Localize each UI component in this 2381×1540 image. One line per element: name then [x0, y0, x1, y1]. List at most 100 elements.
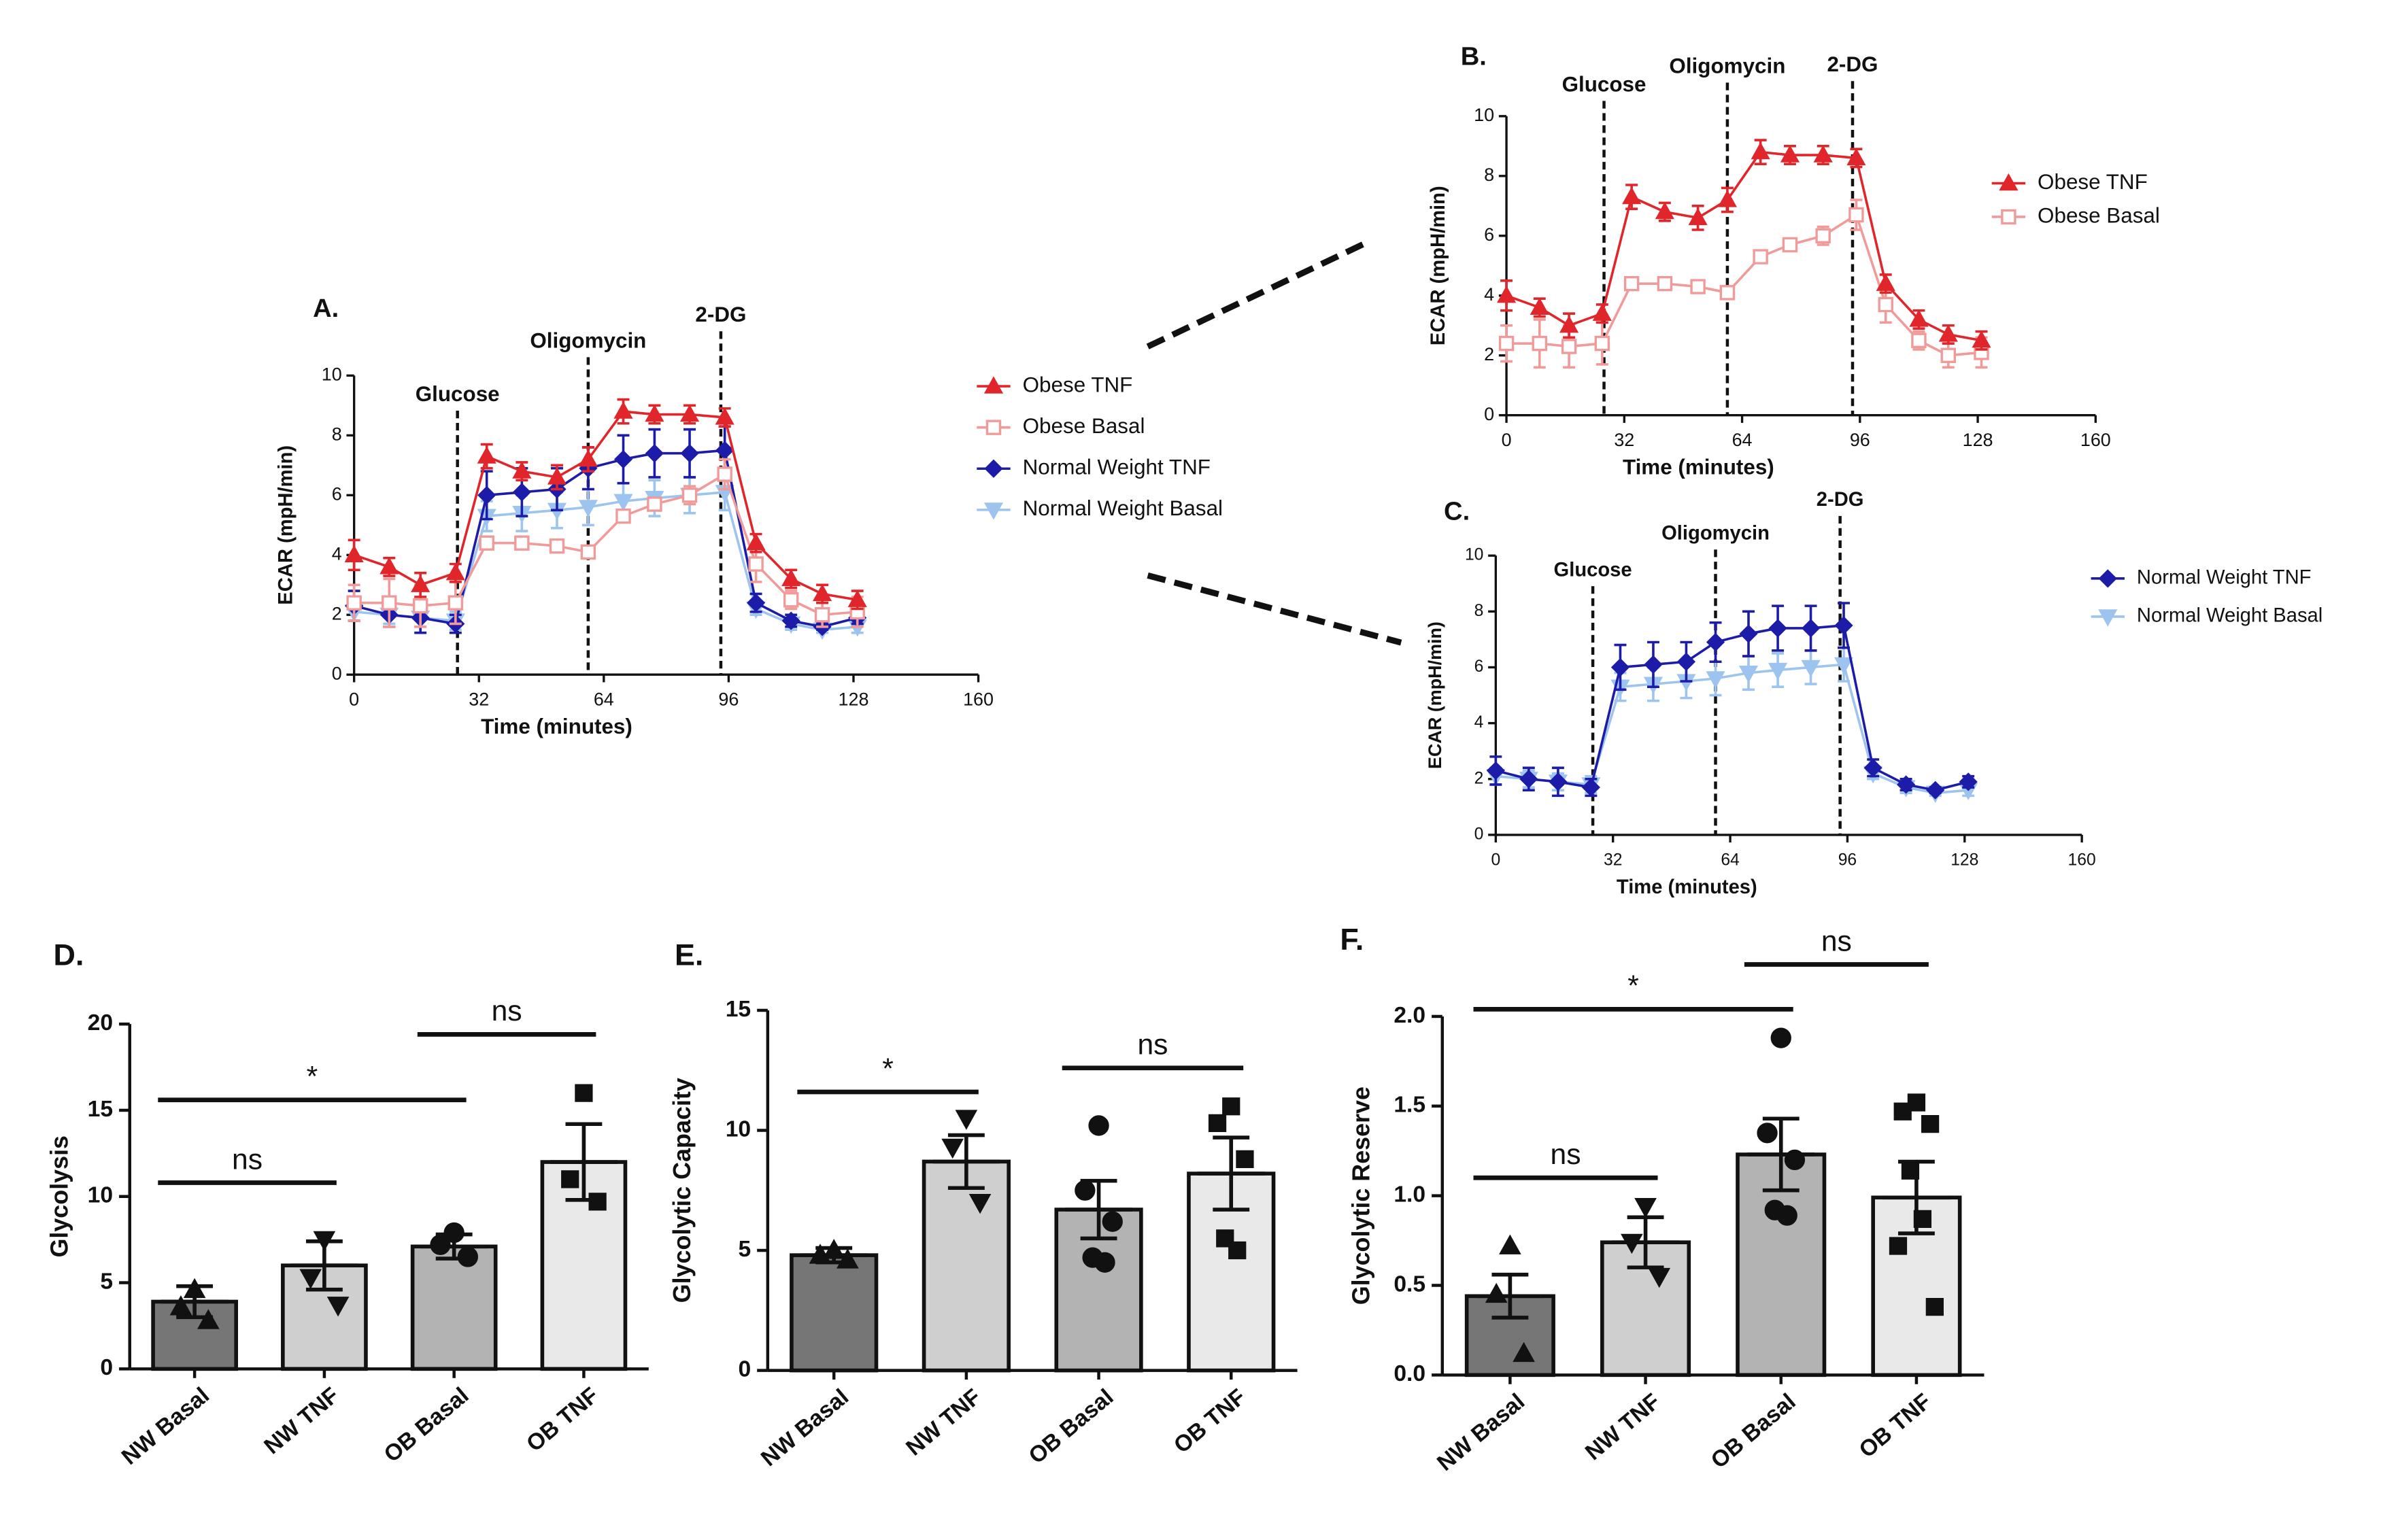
data-point — [1102, 1211, 1123, 1232]
data-point — [715, 441, 734, 460]
series-line — [354, 410, 858, 602]
y-tick-label: 1.5 — [1394, 1093, 1425, 1118]
data-point — [1676, 652, 1696, 671]
data-point — [1690, 279, 1706, 294]
data-point — [1926, 781, 1945, 800]
legend-label: Normal Weight Basal — [1023, 496, 1223, 520]
data-point — [561, 1170, 579, 1188]
x-tick-label: NW TNF — [260, 1383, 344, 1459]
data-point — [1532, 335, 1547, 352]
data-point — [615, 508, 631, 524]
data-point — [955, 1110, 978, 1130]
data-point — [1717, 190, 1737, 207]
data-point — [746, 533, 766, 551]
data-point — [580, 544, 596, 560]
data-point — [1075, 1180, 1096, 1201]
y-tick-label: 2.0 — [1394, 1003, 1425, 1028]
series-line — [1506, 150, 1982, 342]
x-axis-label: Time (minutes) — [1617, 876, 1757, 898]
legend-marker — [2098, 569, 2117, 588]
y-tick-label: 0 — [1484, 404, 1494, 424]
data-point — [1581, 778, 1600, 797]
data-point — [1889, 1237, 1908, 1255]
y-axis-label: ECAR (mpH/min) — [275, 445, 297, 605]
x-tick-label: 128 — [1963, 430, 1993, 450]
legend-label: Obese TNF — [2038, 170, 2148, 194]
x-tick-label: NW Basal — [1432, 1389, 1530, 1476]
data-point — [1561, 339, 1577, 354]
event-label: Glucose — [1562, 72, 1647, 96]
y-tick-label: 4 — [1484, 284, 1494, 305]
y-tick-label: 4 — [1474, 713, 1484, 732]
series-line — [354, 490, 858, 632]
legend-marker — [983, 502, 1004, 520]
x-tick-label: 0 — [349, 689, 359, 709]
data-point — [1757, 1123, 1778, 1144]
significance-label: * — [307, 1061, 318, 1093]
x-tick-label: 160 — [963, 689, 994, 709]
data-point — [1094, 1252, 1115, 1273]
x-axis-label: Time (minutes) — [481, 715, 632, 738]
data-point — [941, 1138, 964, 1159]
panel-label: D. — [54, 937, 84, 972]
bar — [922, 1159, 1011, 1373]
data-point — [781, 611, 800, 630]
data-point — [448, 595, 464, 611]
data-point — [346, 595, 362, 611]
y-tick-label: 8 — [332, 424, 342, 444]
data-point — [1513, 1341, 1535, 1363]
data-point — [1784, 1149, 1806, 1171]
data-point — [411, 575, 430, 592]
data-point — [679, 404, 700, 422]
x-tick-label: NW Basal — [756, 1384, 854, 1471]
data-point — [1911, 332, 1927, 348]
data-point — [1706, 632, 1725, 652]
data-point — [1519, 770, 1538, 789]
connector — [1146, 241, 1365, 349]
data-point — [1893, 1102, 1912, 1120]
y-tick-label: 15 — [726, 997, 751, 1022]
significance-label: ns — [232, 1143, 263, 1176]
y-axis-label: Glycolysis — [46, 1135, 73, 1258]
data-point — [822, 1239, 845, 1259]
x-tick-label: NW Basal — [117, 1383, 214, 1470]
x-tick-label: OB TNF — [522, 1383, 603, 1457]
data-point — [1863, 758, 1882, 777]
y-tick-label: 2 — [1484, 344, 1494, 364]
x-tick-label: NW TNF — [902, 1384, 986, 1460]
bar — [790, 1253, 879, 1373]
data-point — [1559, 315, 1579, 333]
data-point — [1913, 1210, 1932, 1229]
data-point — [1688, 207, 1708, 226]
y-axis-label: Glycolytic Capacity — [669, 1078, 696, 1303]
data-point — [1621, 1233, 1643, 1254]
series-line — [1496, 663, 1969, 795]
data-point — [169, 1295, 192, 1316]
legend-marker — [985, 420, 1002, 435]
bar — [1871, 1195, 1962, 1378]
data-point — [1901, 1161, 1920, 1180]
legend-label: Obese TNF — [1023, 373, 1133, 396]
data-point — [445, 562, 465, 581]
x-tick-label: 32 — [1614, 430, 1634, 450]
data-point — [344, 545, 364, 562]
data-point — [1938, 324, 1958, 342]
significance-label: * — [882, 1053, 894, 1085]
data-point — [1738, 666, 1759, 683]
y-tick-label: 10 — [1465, 546, 1483, 564]
y-tick-label: 6 — [332, 483, 342, 504]
data-point — [1648, 1267, 1671, 1288]
data-point — [746, 594, 766, 613]
data-point — [1780, 145, 1800, 162]
data-point — [512, 483, 531, 502]
event-label: 2-DG — [1827, 52, 1878, 76]
y-tick-label: 10 — [726, 1116, 751, 1142]
data-point — [1848, 207, 1864, 223]
data-point — [1208, 1114, 1227, 1133]
data-point — [1499, 1234, 1521, 1254]
data-point — [647, 496, 662, 512]
x-tick-label: OB Basal — [1024, 1384, 1118, 1469]
y-tick-label: 8 — [1474, 602, 1484, 620]
bar — [410, 1244, 498, 1371]
